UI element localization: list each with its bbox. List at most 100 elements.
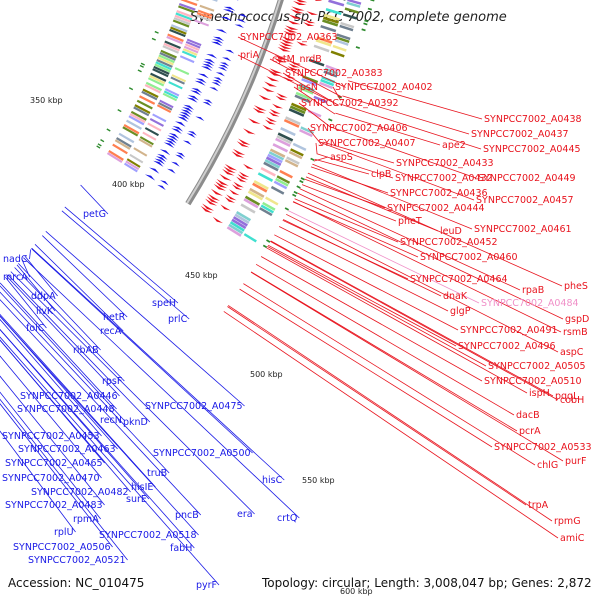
gene-label[interactable]: SYNPCC7002_A0406 — [310, 123, 408, 134]
gene-label[interactable]: SYNPCC7002_A0457 — [476, 195, 574, 206]
gene-label[interactable]: livK — [36, 306, 54, 317]
gene-label[interactable]: aspC — [560, 347, 584, 358]
gene-label[interactable]: dnaK — [443, 291, 468, 302]
gene-label[interactable]: recA — [100, 326, 122, 337]
gene-label[interactable]: SYNPCC7002_A0510 — [484, 376, 582, 387]
gene-label[interactable]: rpsF — [102, 376, 122, 387]
gene-label[interactable]: cobH — [560, 395, 584, 406]
gene-label[interactable]: SYNPCC7002_A0521 — [28, 555, 126, 566]
gene-label[interactable]: pheT — [398, 216, 422, 227]
gene-label[interactable]: hetR — [103, 312, 126, 323]
gene-label-highlighted[interactable]: SYNPCC7002_A0484 — [481, 298, 579, 309]
gene-label[interactable]: ddpA — [31, 291, 56, 302]
gene-label[interactable]: gspD — [565, 314, 589, 325]
gene-label[interactable]: rpmG — [554, 516, 581, 527]
gene-label[interactable]: SYNPCC7002_A0446 — [20, 391, 118, 402]
gene-label[interactable]: mrcA — [3, 272, 28, 283]
gene-label[interactable]: SYNPCC7002_A0445 — [483, 144, 581, 155]
gene-label[interactable]: folC — [26, 323, 45, 334]
gene-block — [275, 177, 289, 187]
gene-label[interactable]: SYNPCC7002_A0506 — [13, 542, 111, 553]
gene-label[interactable]: hisIE — [131, 482, 153, 493]
gene-block — [116, 137, 132, 148]
gene-label[interactable]: era — [237, 509, 253, 520]
gene-label[interactable]: SYNPCC7002_A0533 — [494, 442, 592, 453]
gene-label[interactable]: surE — [126, 494, 147, 505]
gene-label[interactable]: amiC — [560, 533, 585, 544]
gene-label[interactable]: ape2 — [442, 140, 466, 151]
gene-arrow — [212, 216, 223, 224]
gene-label[interactable]: chlG — [537, 460, 558, 471]
gene-label[interactable]: petG — [83, 209, 106, 220]
gene-label[interactable]: SYNPCC7002_A0433 — [396, 158, 494, 169]
gene-label[interactable]: dacB — [516, 410, 540, 421]
gene-label[interactable]: clpB — [371, 169, 391, 180]
gene-label[interactable]: SYNPCC7002_A0463 — [18, 444, 116, 455]
gene-label[interactable]: rpaB — [522, 285, 544, 296]
gene-label[interactable]: SYNPCC7002_A0363 — [240, 32, 338, 43]
gene-label[interactable]: ribAB — [73, 345, 99, 356]
gene-label[interactable]: prlC — [168, 314, 188, 325]
gene-label[interactable]: purF — [565, 456, 586, 467]
gene-label[interactable]: nadC — [3, 254, 28, 265]
gene-label[interactable]: SYNPCC7002_A0438 — [484, 114, 582, 125]
gene-label[interactable]: cytM_nrdB — [272, 54, 322, 65]
gene-label[interactable]: truB — [147, 468, 167, 479]
gene-label[interactable]: crtQ — [277, 513, 297, 524]
gene-label[interactable]: SYNPCC7002_A0383 — [285, 68, 383, 79]
gene-label[interactable]: SYNPCC7002_A0449 — [478, 173, 576, 184]
gene-label[interactable]: SYNPCC7002_A0460 — [420, 252, 518, 263]
gene-label[interactable]: SYNPCC7002_A0444 — [387, 203, 485, 214]
gene-label[interactable]: SYNPCC7002_A0505 — [488, 361, 586, 372]
gene-label[interactable]: SYNPCC7002_A0407 — [318, 138, 416, 149]
gene-label[interactable]: SYNPCC7002_A0461 — [474, 224, 572, 235]
gene-label[interactable]: glgP — [450, 306, 471, 317]
gene-label[interactable]: pheS — [564, 281, 588, 292]
gene-label[interactable]: leuD — [440, 226, 462, 237]
gene-label[interactable]: fabH — [170, 543, 192, 554]
gene-label[interactable]: aspS — [330, 152, 353, 163]
gene-label[interactable]: rpmA — [73, 514, 99, 525]
gene-block — [163, 90, 179, 99]
gene-label[interactable]: SYNPCC7002_A0437 — [471, 129, 569, 140]
gene-label[interactable]: rsmB — [563, 327, 588, 338]
gene-label[interactable]: SYNPCC7002_A0436 — [390, 188, 488, 199]
gene-label[interactable]: SYNPCC7002_A0500 — [153, 448, 251, 459]
gene-label[interactable]: SYNPCC7002_A0483 — [5, 500, 103, 511]
gene-label[interactable]: pqqL — [555, 391, 579, 402]
gene-label[interactable]: ispH — [529, 388, 550, 399]
gene-arrow — [211, 82, 221, 87]
gene-label[interactable]: SYNPCC7002_A0491 — [460, 325, 558, 336]
gene-label[interactable]: SYNPCC7002_A0432 — [395, 173, 493, 184]
gene-label[interactable]: SYNPCC7002_A0482 — [31, 487, 129, 498]
leader-line — [307, 172, 563, 287]
gene-label[interactable]: SYNPCC7002_A0453 — [2, 431, 100, 442]
gene-label[interactable]: rpsN — [296, 82, 318, 93]
leader-line — [255, 263, 515, 416]
leader-line — [0, 403, 113, 548]
gene-label[interactable]: SYNPCC7002_A0518 — [99, 530, 197, 541]
gene-label[interactable]: SYNPCC7002_A0465 — [5, 458, 103, 469]
gene-label[interactable]: hisC — [262, 475, 283, 486]
gene-label[interactable]: recN — [100, 415, 122, 426]
gene-label[interactable]: SYNPCC7002_A0464 — [410, 274, 508, 285]
gene-label[interactable]: priA — [240, 50, 260, 61]
gene-label[interactable]: pcrA — [519, 426, 541, 437]
gene-label[interactable]: pncB — [175, 510, 199, 521]
gene-label[interactable]: SYNPCC7002_A0402 — [335, 82, 433, 93]
gene-label[interactable]: SYNPCC7002_A0392 — [301, 98, 399, 109]
gene-label[interactable]: SYNPCC7002_A0448 — [17, 404, 115, 415]
gene-label[interactable]: pyrF — [196, 580, 217, 591]
gene-label[interactable]: speH — [152, 298, 176, 309]
gene-block — [117, 109, 122, 113]
gene-label[interactable]: rplU — [54, 527, 74, 538]
gene-label[interactable]: SYNPCC7002_A0496 — [458, 341, 556, 352]
gene-label[interactable]: SYNPCC7002_A0475 — [145, 401, 243, 412]
gene-arrow — [207, 193, 221, 201]
gene-arrow — [238, 171, 250, 178]
gene-label[interactable]: SYNPCC7002_A0452 — [400, 237, 498, 248]
gene-label[interactable]: trpA — [528, 500, 549, 511]
gene-label[interactable]: SYNPCC7002_A0470 — [2, 473, 100, 484]
gene-label[interactable]: pknD — [123, 417, 148, 428]
